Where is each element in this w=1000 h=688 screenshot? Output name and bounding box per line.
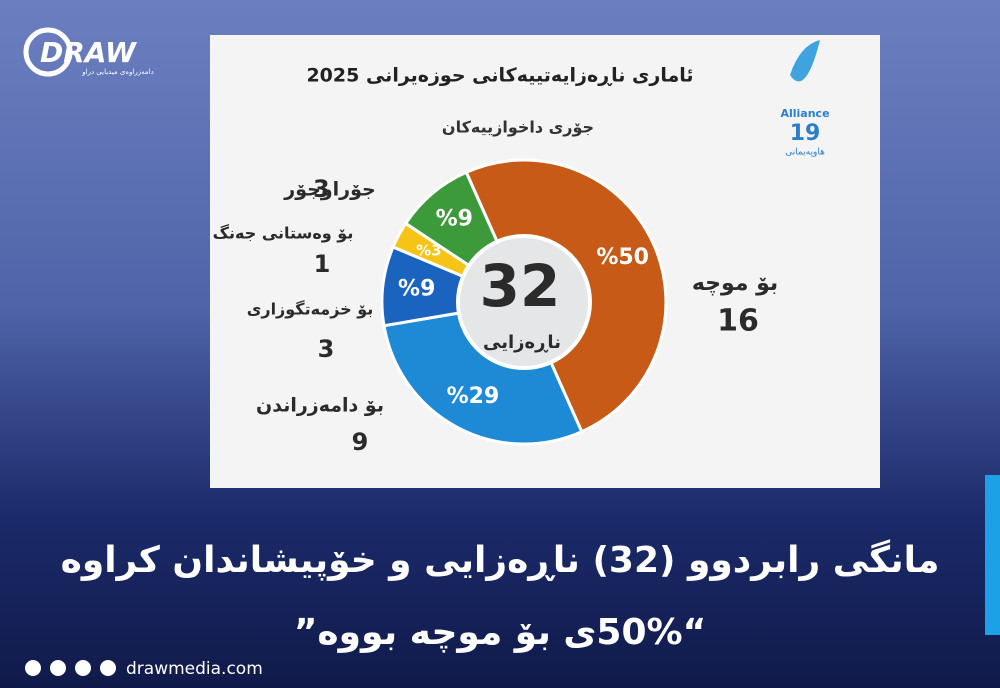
count-label: 3 — [313, 175, 330, 203]
category-label: بۆ خزمەتگوزاری — [247, 300, 374, 319]
donut-center — [456, 234, 592, 370]
logo-ring — [23, 27, 73, 77]
count-label: 9 — [352, 428, 369, 456]
tiktok-icon[interactable] — [100, 660, 116, 676]
count-label: 1 — [314, 250, 331, 278]
count-label: 16 — [717, 304, 759, 339]
instagram-icon[interactable] — [50, 660, 66, 676]
category-label: بۆ دامەزراندن — [256, 395, 384, 417]
value-label: %50 — [596, 245, 649, 270]
chart-title: ئاماری ناڕەزایەتییەکانی حوزەیرانی 2025 — [306, 65, 693, 87]
total-label: ناڕەزایی — [483, 332, 561, 353]
logo-tagline: دامەزراوەی میدیایی دراو — [81, 68, 153, 76]
category-label: جۆراوجۆر — [283, 179, 375, 201]
value-label: %3 — [416, 241, 441, 259]
category-label: بۆ وەستانی جەنگ — [213, 224, 354, 243]
category-label: بۆ موچە — [692, 271, 778, 296]
partner-name: Alliance — [780, 107, 829, 120]
headline-2: “50%ی بۆ موچە بووە” — [293, 612, 707, 653]
total: 32 — [480, 252, 561, 320]
twitter-icon[interactable] — [75, 660, 91, 676]
value-label: %29 — [447, 384, 500, 409]
partner-number: 19 — [790, 121, 821, 146]
chart-subtitle: جۆری داخوازییەکان — [442, 118, 594, 137]
value-label: %9 — [436, 207, 473, 232]
value-label: %9 — [398, 277, 435, 302]
dove — [790, 40, 820, 82]
partner-subtitle: هاوپەیمانی — [785, 148, 825, 158]
accent-bar — [985, 475, 1000, 635]
site[interactable]: drawmedia.com — [126, 659, 263, 679]
facebook-icon[interactable] — [25, 660, 41, 676]
headline-1: مانگی رابردوو (32) ناڕەزایی و خۆپیشاندان… — [60, 540, 940, 581]
count-label: 3 — [318, 335, 335, 363]
logo: DRAW — [40, 36, 137, 69]
